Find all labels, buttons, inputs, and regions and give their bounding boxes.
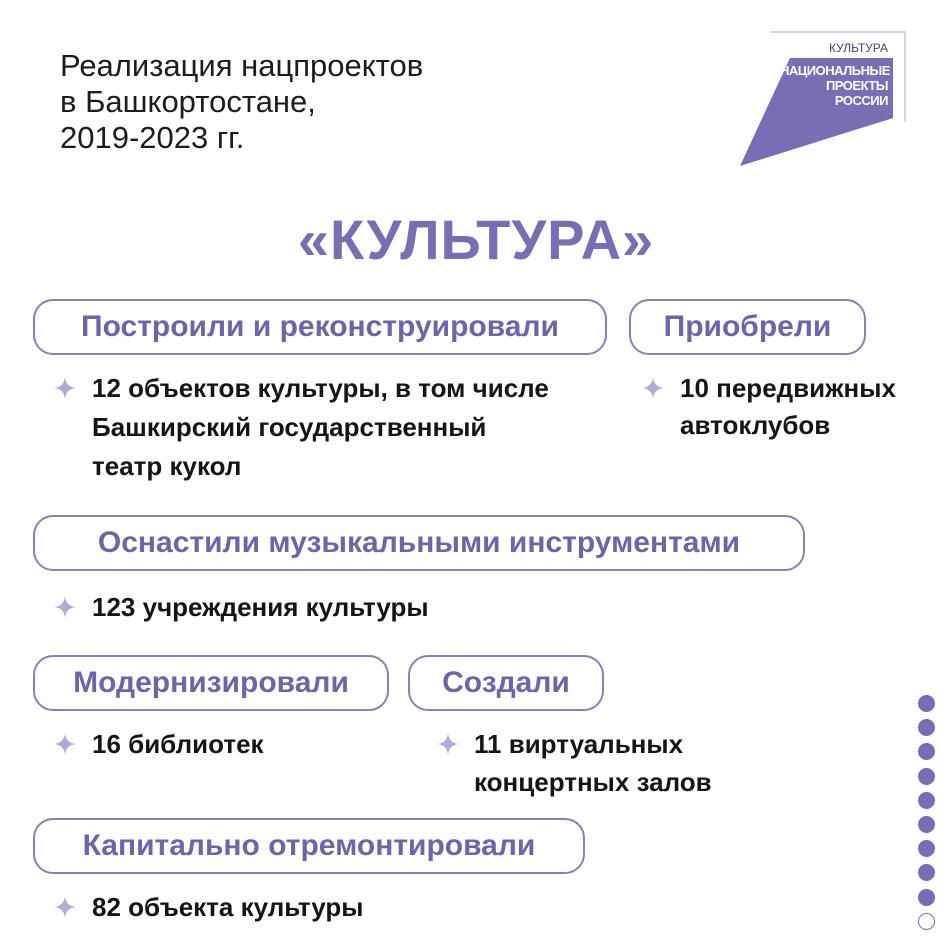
section-label: Приобрели — [629, 299, 866, 355]
page-dot — [918, 864, 935, 882]
section-label: Капитально отремонтировали — [33, 818, 585, 874]
bullet-star — [54, 377, 76, 399]
page-dot — [918, 743, 935, 761]
page-dot — [918, 791, 935, 809]
section-text: автоклубов — [680, 410, 831, 440]
logo-line: ПРОЕКТЫ — [825, 78, 889, 93]
section-text: 12 объектов культуры, в том числе — [92, 373, 549, 403]
logo-line: РОССИИ — [834, 93, 889, 108]
section-text: 11 виртуальных — [474, 729, 684, 759]
title-line: в Башкортостане, — [60, 84, 316, 119]
section-text: 123 учреждения культуры — [92, 592, 429, 622]
logo-shape — [740, 31, 906, 166]
section-label: Создали — [408, 655, 604, 711]
section-label: Оснастили музыкальными инструментами — [33, 515, 805, 571]
page-dot — [918, 816, 935, 833]
bullet-star — [437, 733, 459, 755]
page-dot — [918, 719, 935, 737]
section-text: 16 библиотек — [92, 729, 264, 759]
bullet-star — [642, 377, 664, 399]
logo-line: НАЦИОНАЛЬНЫЕ — [780, 63, 890, 78]
page-dot — [918, 888, 935, 906]
title-line: 2019-2023 гг. — [60, 120, 245, 155]
section-label: Построили и реконструировали — [33, 299, 607, 355]
logo-top: КУЛЬТУРА — [828, 41, 888, 55]
section-label: Модернизировали — [33, 655, 389, 711]
section-text: театр кукол — [92, 451, 242, 481]
section-text: 10 передвижных — [680, 373, 896, 403]
section-text: концертных залов — [474, 767, 712, 797]
bullet-star — [54, 596, 76, 618]
main-title: «КУЛЬТУРА» — [297, 208, 655, 271]
page-dot — [918, 695, 935, 712]
bullet-star — [54, 733, 76, 755]
page-dot — [918, 840, 935, 858]
page-dot — [918, 912, 935, 930]
page-dot — [918, 767, 935, 785]
bullet-star — [54, 896, 76, 918]
section-text: 82 объекта культуры — [92, 892, 364, 922]
title-line: Реализация нацпроектов — [60, 48, 424, 83]
section-text: Башкирский государственный — [92, 412, 487, 442]
